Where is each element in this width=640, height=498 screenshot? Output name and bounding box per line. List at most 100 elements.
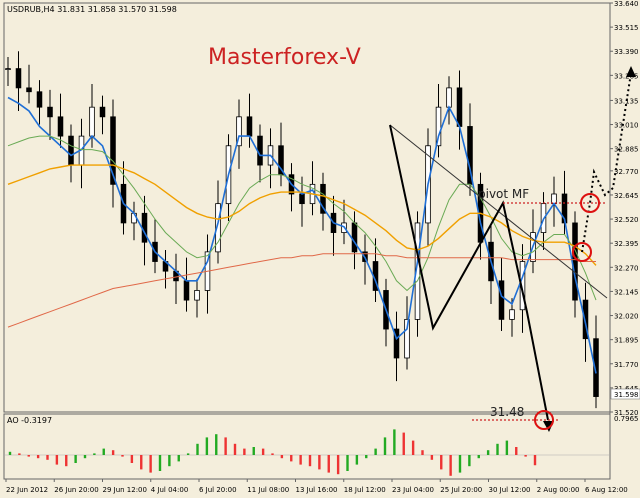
y-tick-label: 32.145 — [614, 288, 639, 296]
pivot-circle — [580, 193, 600, 213]
moving-average-line — [7, 164, 597, 266]
y-tick-label: 32.395 — [614, 240, 639, 248]
ao-label: AO -0.3197 — [7, 416, 52, 425]
y-tick-label: 33.390 — [614, 48, 639, 56]
moving-average-line — [7, 135, 597, 301]
x-tick-label: 22 Jun 2012 — [6, 486, 48, 494]
candle-body — [215, 203, 221, 253]
ao-bar — [83, 455, 87, 459]
candle-body — [351, 222, 358, 253]
ao-bar — [486, 450, 490, 455]
ao-bar — [102, 448, 105, 455]
candle-body — [47, 106, 53, 118]
candle-body — [582, 299, 589, 340]
ao-bar — [505, 440, 509, 455]
ao-bar — [477, 455, 480, 459]
ao-plot-frame — [3, 413, 611, 480]
ao-bar — [327, 455, 330, 473]
ao-bar — [149, 455, 152, 473]
x-tick-label: 4 Jul 04:00 — [151, 486, 189, 494]
candle-body — [26, 87, 32, 93]
ao-bar — [93, 453, 96, 455]
x-tick-label: 23 Jul 04:00 — [392, 486, 434, 494]
ao-bar — [496, 443, 499, 455]
candle-body — [572, 222, 578, 301]
ao-bar — [18, 453, 21, 455]
ao-bar — [215, 434, 218, 455]
candle-body — [183, 280, 190, 301]
x-tick-label: 13 Jul 16:00 — [296, 486, 338, 494]
ao-scale-label: 0.7965 — [614, 415, 639, 423]
ao-bar — [318, 455, 321, 470]
breakout-circle — [572, 242, 592, 262]
target-label: 31.48 — [490, 405, 524, 419]
watermark-title: Masterforex-V — [208, 45, 361, 70]
ao-bar — [224, 437, 227, 455]
y-tick-label: 32.885 — [614, 146, 639, 154]
pivot-label: pivot MF — [478, 187, 529, 201]
ao-bar — [233, 443, 237, 455]
last-price-marker: 31.598 — [610, 388, 640, 400]
ao-bar — [308, 455, 312, 467]
analysis-drawings: pivot MF 31.48 — [389, 66, 636, 432]
x-tick-label: 6 Jul 20:00 — [199, 486, 237, 494]
x-tick-label: 18 Jul 12:00 — [344, 486, 386, 494]
candle-body — [194, 290, 200, 301]
ao-bar — [36, 455, 40, 459]
ao-bar — [393, 429, 396, 455]
ao-bar — [46, 455, 49, 460]
candle-body — [299, 193, 305, 205]
moving-averages — [7, 96, 597, 374]
ao-bar — [111, 450, 115, 455]
y-tick-label: 33.010 — [614, 122, 639, 130]
candle-body — [435, 106, 442, 147]
ao-bar — [8, 451, 12, 455]
ao-bar — [440, 455, 443, 470]
y-tick-label: 32.520 — [614, 216, 639, 224]
y-tick-label: 32.645 — [614, 192, 639, 200]
ao-bar — [449, 455, 452, 476]
y-tick-label: 31.520 — [614, 409, 639, 417]
candle-body — [257, 135, 263, 166]
last-price-label: 31.598 — [614, 391, 639, 399]
candle-body — [236, 116, 242, 147]
candle-body — [509, 309, 515, 320]
moving-average-line — [7, 96, 597, 374]
candle-body — [89, 106, 95, 137]
ao-bar — [186, 453, 190, 455]
candle-body — [36, 91, 43, 108]
ao-bar — [383, 437, 387, 455]
price-axis: 33.640 33.515 33.390 33.265 33.135 33.010 32.8… — [610, 0, 639, 417]
time-axis: 22 Jun 2012 26 Jun 20:00 29 Jun 12:00 4 Jul… — [5, 479, 628, 494]
ao-bar — [533, 455, 537, 466]
y-tick-label: 32.270 — [614, 264, 639, 272]
ao-bar — [168, 455, 171, 467]
candle-body — [320, 183, 326, 214]
ao-bar — [280, 455, 284, 459]
moving-average-line — [7, 253, 596, 328]
x-tick-label: 25 Jul 20:00 — [440, 486, 482, 494]
ao-bar — [271, 453, 274, 455]
ao-bar — [411, 440, 415, 455]
y-tick-label: 33.265 — [614, 72, 639, 80]
ao-bar — [421, 450, 424, 455]
ao-bar — [374, 448, 377, 455]
ao-bar — [196, 443, 199, 455]
wave-pattern — [389, 124, 549, 421]
candle-body — [393, 328, 400, 359]
x-tick-label: 6 Aug 12:00 — [585, 486, 628, 494]
forecast-arrow-icon — [626, 66, 636, 77]
y-tick-label: 32.770 — [614, 168, 639, 176]
ao-bar — [515, 447, 518, 455]
ao-bar — [346, 455, 349, 471]
candle-body — [414, 222, 421, 320]
ao-bar — [243, 448, 246, 455]
x-tick-label: 11 Jul 08:00 — [247, 486, 289, 494]
ao-bar — [402, 432, 405, 455]
y-tick-label: 33.135 — [614, 97, 639, 105]
y-tick-label: 33.640 — [614, 0, 639, 8]
candle-body — [99, 106, 106, 118]
candle-body — [498, 280, 505, 320]
ao-bar — [336, 455, 340, 475]
